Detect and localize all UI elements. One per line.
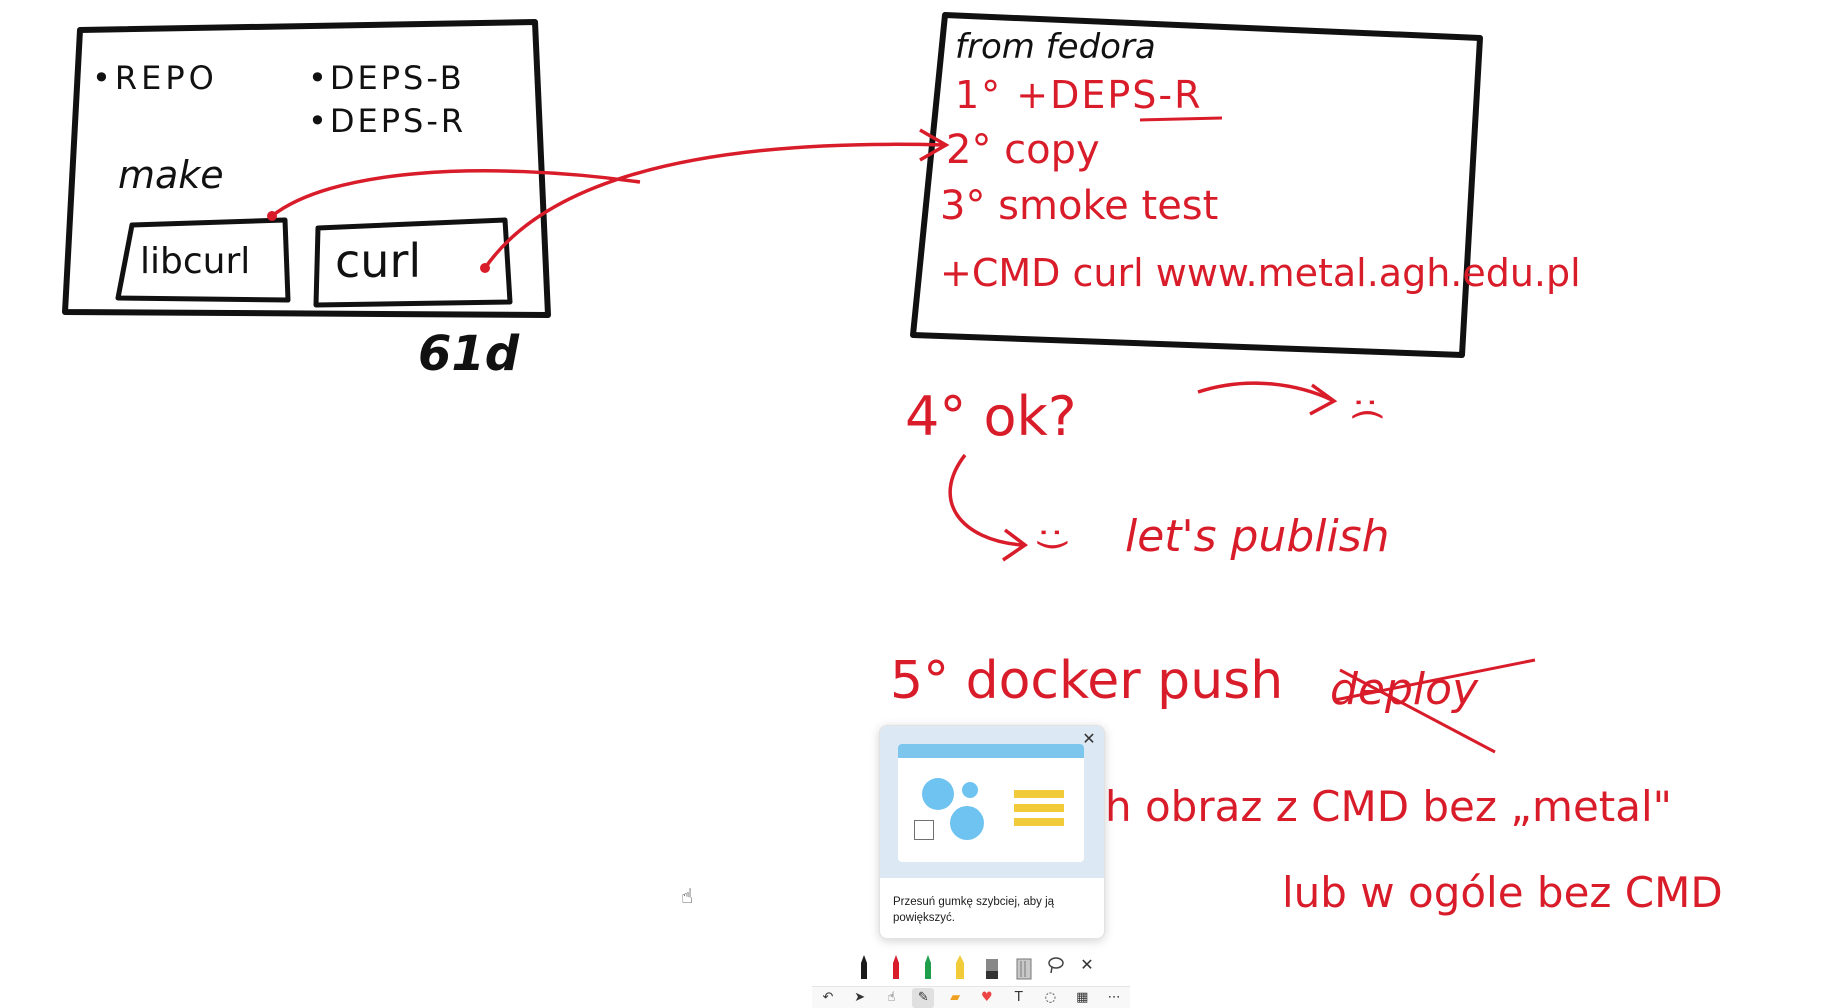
text-icon[interactable]: T	[1014, 989, 1023, 1005]
tip-popup: ✕ Przesuń gumkę szybciej, aby ją powięks…	[879, 725, 1105, 939]
deploy-strike-2	[1339, 668, 1496, 754]
libcurl-label: libcurl	[140, 241, 251, 282]
more-icon[interactable]: ⋯	[1107, 989, 1121, 1005]
black-pen-icon[interactable]	[853, 951, 875, 981]
make-label: make	[118, 153, 224, 197]
tip-illustration	[880, 726, 1104, 878]
pen-toolbar: ✕	[848, 947, 1102, 981]
blob-large	[922, 778, 954, 810]
blob-small	[962, 782, 978, 798]
undo-icon[interactable]: ↶	[822, 989, 834, 1005]
pen-toolbar-close-icon[interactable]: ✕	[1080, 954, 1094, 974]
yellow-line-2	[1014, 804, 1064, 812]
deps-r-underline	[1139, 116, 1223, 122]
lasso-icon[interactable]	[1045, 951, 1067, 981]
green-pen-icon[interactable]	[917, 951, 939, 981]
red-pen-icon[interactable]	[885, 951, 907, 981]
deps-r-label: •DEPS-R	[308, 102, 467, 140]
right-box-outline	[910, 12, 1483, 358]
note-line-6b: lub w ogóle bez CMD	[1282, 868, 1723, 917]
deps-b-label: •DEPS-B	[308, 59, 465, 97]
touch-write-icon[interactable]: ☝	[887, 989, 896, 1005]
left-box-outline	[62, 19, 551, 318]
tip-text: Przesuń gumkę szybciej, aby ją powiększy…	[893, 896, 1055, 924]
sad-arrowhead	[1309, 383, 1338, 416]
eraser-icon[interactable]	[981, 951, 1003, 981]
select-icon[interactable]: ➤	[854, 989, 866, 1005]
step4-label: 4° ok?	[905, 385, 1077, 448]
from-fedora-label: from fedora	[955, 27, 1156, 67]
libcurl-box-outline	[115, 217, 291, 303]
happy-arrow	[948, 453, 1023, 547]
deploy-struck-label: deploy	[1330, 664, 1479, 715]
note-line-6a: h obraz z CMD bez „metal"	[1105, 782, 1672, 831]
template-icon[interactable]: ▦	[1076, 989, 1089, 1005]
yellow-line-1	[1014, 790, 1064, 798]
happy-face: :)	[1032, 526, 1073, 552]
hand-cursor-icon: ☝	[681, 884, 694, 908]
sad-arrow	[1197, 381, 1333, 402]
blob-bottom	[950, 806, 984, 840]
yellow-line-3	[1014, 818, 1064, 826]
pen-icon[interactable]: ✎	[912, 987, 935, 1008]
yellow-highlighter-icon[interactable]	[949, 951, 971, 981]
shapes-icon[interactable]: ◌	[1044, 989, 1057, 1005]
reaction-icon[interactable]: ♥	[981, 989, 993, 1005]
tip-illustration-square	[914, 820, 934, 840]
libcurl-arrow	[270, 169, 641, 218]
close-icon[interactable]: ✕	[1082, 729, 1096, 748]
cmd-label: +CMD curl www.metal.agh.edu.pl	[940, 251, 1581, 295]
repo-label: •REPO	[92, 59, 218, 97]
curl-arrow	[483, 142, 946, 269]
tip-illustration-card	[898, 744, 1084, 862]
step5-label: 5° docker push	[890, 651, 1284, 711]
base-image-label: 61d	[418, 326, 520, 382]
step2-label: 2° copy	[946, 127, 1100, 173]
curl-label: curl	[335, 234, 422, 288]
tip-illustration-bar	[898, 744, 1084, 758]
main-toolbar: ↶ ➤ ☝ ✎ ▰ ♥ T ◌ ▦ ⋯	[812, 986, 1130, 1008]
step1-label: 1° +DEPS-R	[955, 73, 1203, 117]
publish-label: let's publish	[1125, 511, 1390, 562]
arrowhead-copy	[919, 128, 950, 162]
libcurl-dot	[267, 211, 277, 221]
happy-arrowhead	[1002, 528, 1029, 562]
sad-face: :(	[1347, 396, 1388, 422]
ruler-icon[interactable]	[1013, 951, 1035, 981]
sticky-note-icon[interactable]: ▰	[950, 989, 961, 1005]
curl-box-outline	[313, 217, 513, 308]
step3-label: 3° smoke test	[940, 183, 1219, 229]
curl-dot	[480, 263, 490, 273]
deploy-strike-1	[1334, 658, 1536, 702]
